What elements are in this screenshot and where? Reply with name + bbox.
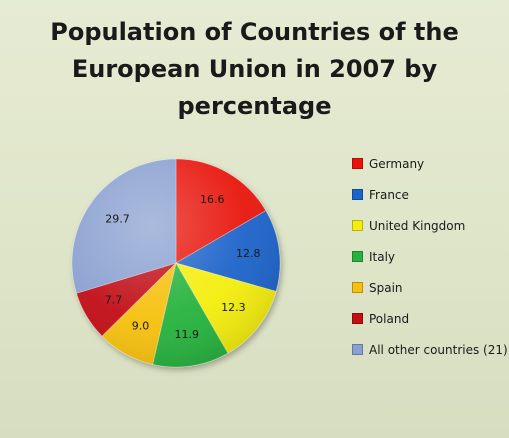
legend-label: All other countries (21) (369, 342, 508, 357)
slice-value-label: 29.7 (105, 213, 130, 226)
slice-value-label: 16.6 (200, 193, 225, 206)
legend-label: Spain (369, 280, 403, 295)
legend-label: Germany (369, 156, 425, 171)
slice-value-label: 12.3 (221, 301, 246, 314)
legend-label: Italy (369, 249, 396, 264)
legend-swatch (352, 220, 363, 231)
legend-swatch (352, 344, 363, 355)
legend-swatch (352, 189, 363, 200)
legend-item: France (352, 187, 507, 202)
legend-label: United Kingdom (369, 218, 466, 233)
chart-title: Population of Countries of the European … (10, 14, 499, 125)
legend-item: United Kingdom (352, 218, 507, 233)
legend-item: Germany (352, 156, 507, 171)
slice-value-label: 7.7 (105, 293, 123, 306)
legend-swatch (352, 313, 363, 324)
slice-value-label: 9.0 (132, 320, 150, 333)
chart-title-line-2: European Union in 2007 by percentage (71, 55, 438, 120)
legend-item: Poland (352, 311, 507, 326)
legend-item: Spain (352, 280, 507, 295)
legend-label: France (369, 187, 409, 202)
legend-swatch (352, 282, 363, 293)
legend-label: Poland (369, 311, 410, 326)
legend-swatch (352, 158, 363, 169)
legend-item: All other countries (21) (352, 342, 508, 357)
legend: Germany France United Kingdom Italy Spain Pol… (352, 156, 508, 373)
pie-value-labels: 16.6 12.8 12.3 11.9 9.0 7.7 29.7 (105, 193, 261, 341)
legend-item: Italy (352, 249, 507, 264)
chart-title-line-1: Population of Countries of the (50, 18, 459, 46)
slice-value-label: 12.8 (236, 247, 261, 260)
legend-swatch (352, 251, 363, 262)
slice-value-label: 11.9 (174, 328, 199, 341)
